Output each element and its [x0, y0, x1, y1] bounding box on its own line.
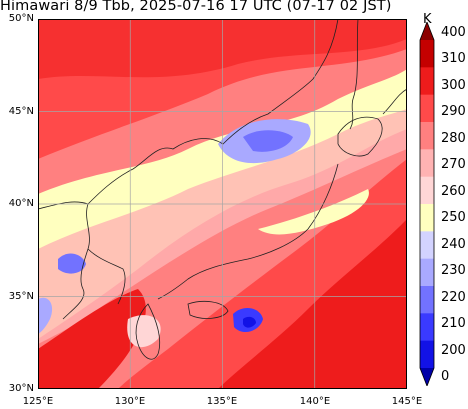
colorbar-tick-label: 400: [441, 25, 466, 40]
lat-label-45: 45°N: [8, 106, 34, 117]
colorbar-swatch: [420, 149, 434, 178]
colorbar-swatch: [420, 286, 434, 314]
colorbar: [419, 22, 435, 386]
colorbar-swatch: [420, 67, 434, 96]
colorbar-tick-label: 200: [441, 342, 466, 358]
colorbar-tick-label: 230: [441, 263, 466, 279]
map-frame: [38, 19, 407, 389]
colorbar-tick-label: 310: [441, 51, 466, 67]
colorbar-swatch: [420, 258, 434, 287]
colorbar-tick-label: 240: [441, 236, 466, 252]
lat-label-50: 50°N: [8, 13, 34, 24]
cold-patch-southwest: [58, 253, 86, 274]
colorbar-tick-label: 280: [441, 130, 466, 146]
lat-label-30: 30°N: [8, 383, 34, 394]
colorbar-swatch: [420, 122, 434, 150]
colorbar-swatch: [420, 40, 434, 68]
colorbar-tick-label: 290: [441, 104, 466, 120]
tbb-map: [38, 19, 407, 389]
colorbar-swatch: [420, 204, 434, 232]
cold-patch-south-2: [243, 316, 256, 328]
lon-label-140: 140°E: [299, 396, 331, 407]
lon-label-135: 135°E: [206, 396, 238, 407]
coast-hokkaido: [337, 116, 383, 157]
cold-patch-north-2: [243, 130, 293, 152]
coast-sakhalin: [349, 19, 359, 130]
lat-label-35: 35°N: [8, 291, 34, 302]
colorbar-tick-label: 0: [441, 369, 450, 384]
colorbar-swatch: [420, 231, 434, 260]
coast-asia-mainland: [38, 19, 339, 210]
colorbar-tick-label: 210: [441, 316, 466, 332]
colorbar-swatch: [420, 340, 434, 369]
colorbar-swatch: [420, 176, 434, 205]
colorbar-outline: [419, 22, 435, 386]
coast-korea: [62, 203, 126, 320]
colorbar-tick-label: 220: [441, 289, 466, 305]
colorbar-tick-label: 250: [441, 210, 466, 226]
colorbar-swatch: [420, 94, 434, 123]
coast-shikoku: [187, 300, 229, 319]
warm-band-southwest: [38, 289, 146, 389]
lat-label-40: 40°N: [8, 198, 34, 209]
graticule: [38, 19, 407, 389]
cold-patch-west-edge: [38, 297, 53, 334]
coastlines: [38, 19, 407, 360]
colorbar-unit: K: [423, 12, 432, 27]
lon-label-145: 145°E: [391, 396, 423, 407]
colorbar-tick-label: 260: [441, 183, 466, 199]
coast-kyushu: [135, 303, 161, 360]
coast-honshu: [157, 163, 339, 300]
colorbar-extend-bottom: [420, 368, 434, 386]
colorbar-tick-label: 300: [441, 77, 466, 93]
warm-core-southeast: [218, 219, 407, 389]
map-panel: [38, 19, 407, 389]
lon-label-130: 130°E: [114, 396, 146, 407]
pale-streak-sea-of-japan: [258, 189, 369, 235]
colorbar-extend-top: [420, 22, 434, 40]
pale-patch-southwest: [127, 315, 161, 348]
lon-label-125: 125°E: [22, 396, 54, 407]
map-title: Himawari 8/9 Tbb, 2025-07-16 17 UTC (07-…: [0, 0, 392, 14]
colorbar-swatch: [420, 313, 434, 342]
colorbar-tick-label: 270: [441, 157, 466, 173]
